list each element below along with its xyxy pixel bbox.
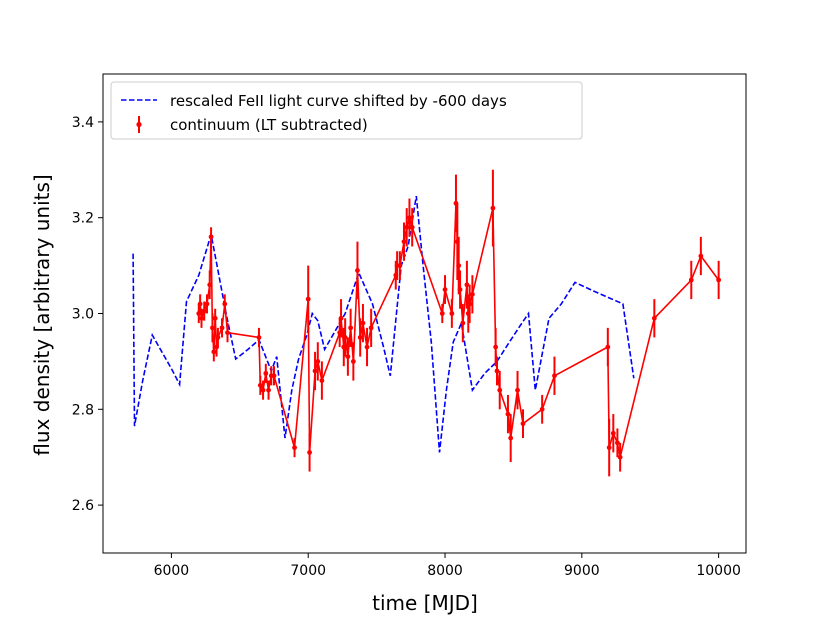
data-point [266,387,271,393]
data-point [207,282,213,288]
data-point [368,325,374,331]
data-point [404,224,410,230]
data-point [210,325,215,331]
data-point [493,344,499,350]
data-point [211,349,217,355]
data-point [348,325,354,331]
data-point [360,320,366,326]
data-point [464,282,470,288]
data-point [460,320,466,326]
data-point [449,311,455,316]
y-axis-label: flux density [arbitrary units] [30,174,54,455]
data-point [409,224,415,230]
data-point [407,215,412,221]
data-point [257,382,263,388]
data-point [457,287,463,292]
data-point [497,387,503,393]
x-tick-label: 7000 [290,563,326,579]
data-point [467,301,473,307]
y-tick-label: 2.8 [72,402,94,418]
data-point [312,368,318,374]
legend: rescaled FeII light curve shifted by -60… [110,81,583,140]
data-point [208,234,214,240]
data-point [315,359,321,364]
series-line-1 [132,195,635,453]
data-point [225,330,230,336]
data-point [364,344,370,350]
data-point [688,277,694,283]
data-point [615,440,620,446]
data-point [716,277,722,283]
axes: 6000 7000 8000 9000 10000 2.6 2.8 3.0 3.2 3.4 [72,73,747,579]
data-point [698,253,704,259]
data-point [520,421,526,427]
data-point [212,315,218,321]
data-point [201,308,207,314]
data-point [305,296,311,302]
data-point [345,354,351,360]
x-tick-label: 9000 [564,563,600,579]
data-point [263,370,269,376]
data-point [292,445,297,451]
data-point [222,301,228,307]
legend-marker-icon [136,121,142,128]
data-point [552,373,557,379]
data-point [197,301,203,307]
x-tick-label: 6000 [154,563,190,579]
data-point [256,335,262,340]
data-point [442,287,448,292]
data-point [338,315,344,321]
data-point [469,291,475,297]
data-point [605,344,611,350]
data-point [355,267,360,273]
data-point [439,311,445,316]
data-point [397,263,403,268]
x-axis-label: time [MJD] [372,591,478,615]
data-point [617,454,623,460]
y-tick-label: 3.4 [72,115,94,131]
data-point [357,335,363,340]
data-point [494,368,500,374]
data-point [260,387,266,393]
data-point [307,450,312,455]
data-point [204,301,210,307]
y-tick-label: 2.6 [72,498,94,514]
data-point [350,359,356,364]
data-point [610,430,616,436]
data-point [606,445,612,451]
data-point [219,325,225,331]
plot-area [132,169,722,477]
data-point [215,335,221,340]
data-point [271,373,277,379]
data-point [539,406,545,412]
data-point [342,335,348,340]
data-point [199,315,204,321]
data-point [515,387,520,393]
y-tick-label: 3.2 [72,211,94,227]
y-tick-label: 3.0 [72,307,94,323]
data-point [505,411,511,417]
data-point [401,239,407,245]
x-tick-label: 10000 [696,563,741,579]
data-point [508,435,514,441]
data-point [651,315,657,321]
data-point [456,263,462,268]
legend-entry-label: continuum (LT subtracted) [170,116,368,134]
data-point [490,205,496,211]
x-tick-label: 8000 [427,563,463,579]
legend-box [110,81,583,140]
data-point [319,378,325,383]
legend-entry-label: rescaled FeII light curve shifted by -60… [170,92,507,110]
